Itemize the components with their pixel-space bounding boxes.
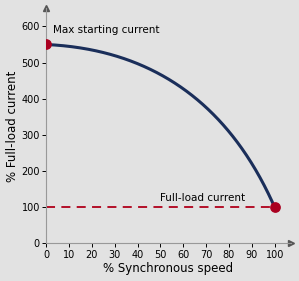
- Text: Full-load current: Full-load current: [160, 193, 245, 203]
- Point: [44, 42, 48, 47]
- Y-axis label: % Full-load current: % Full-load current: [6, 70, 19, 182]
- Text: Max starting current: Max starting current: [53, 26, 159, 35]
- Point: [272, 205, 277, 210]
- X-axis label: % Synchronous speed: % Synchronous speed: [103, 262, 234, 275]
